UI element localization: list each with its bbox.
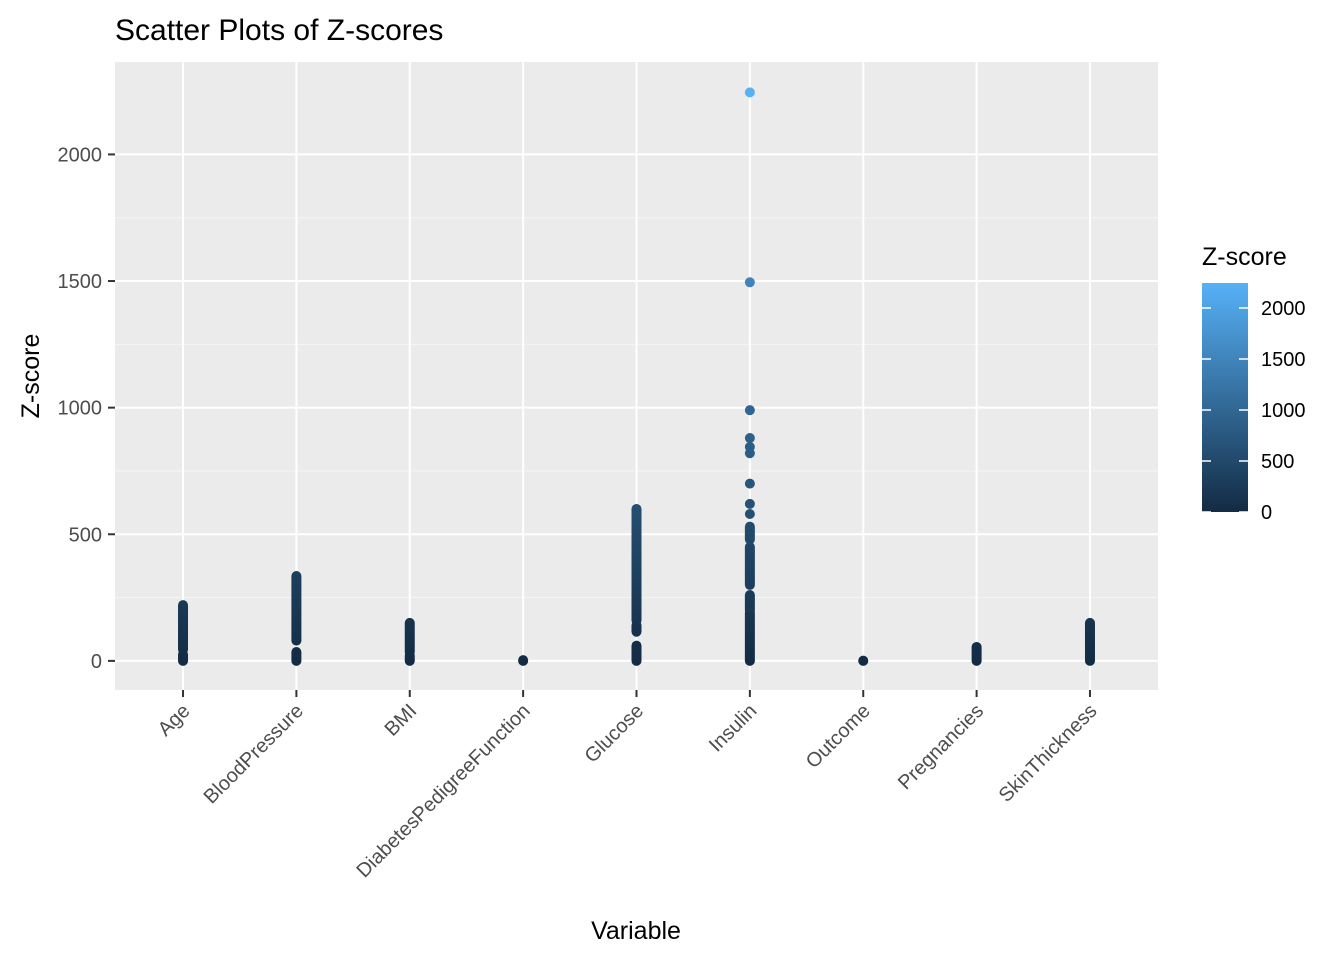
x-tick-label: Glucose xyxy=(581,700,648,767)
point-cluster-bloodpressure xyxy=(291,647,302,666)
y-tick-label: 500 xyxy=(69,524,102,546)
x-tick-label: Pregnancies xyxy=(894,700,988,794)
point-cluster-bmi xyxy=(404,617,415,658)
point-cluster-skinthickness xyxy=(1084,617,1095,666)
x-axis: Age BloodPressure BMIDiabetesPedigreeFunct… xyxy=(154,690,1102,882)
x-tick-label: Outcome xyxy=(802,700,875,773)
point-cluster-bloodpressure xyxy=(291,571,302,646)
legend-tick-label: 1500 xyxy=(1261,349,1306,371)
legend-title: Z-score xyxy=(1202,243,1287,271)
data-point-insulin xyxy=(744,509,755,520)
point-cluster-age xyxy=(178,600,189,655)
legend-tick-label: 500 xyxy=(1261,451,1294,473)
data-points xyxy=(178,87,1095,666)
y-tick-label: 2000 xyxy=(58,144,103,166)
data-point-insulin xyxy=(744,498,755,509)
point-cluster-glucose xyxy=(631,640,642,666)
legend-ticks: 0 500 1000 1500 2000 xyxy=(1202,298,1306,524)
data-point-insulin xyxy=(744,87,755,98)
point-cluster-diabetespedigreefunction xyxy=(518,655,529,666)
point-cluster-insulin xyxy=(744,607,755,666)
point-cluster-insulin xyxy=(744,541,755,590)
y-tick-label: 1500 xyxy=(58,271,103,293)
legend-tick-label: 1000 xyxy=(1261,400,1306,422)
point-cluster-insulin xyxy=(744,590,755,616)
data-point-insulin xyxy=(744,478,755,489)
y-axis: 0 500 1000 1500 2000 xyxy=(58,144,115,673)
x-tick-label: DiabetesPedigreeFunction xyxy=(352,700,534,882)
x-tick-label: Age xyxy=(154,700,195,741)
point-cluster-pregnancies xyxy=(971,641,982,666)
x-tick-label: Insulin xyxy=(705,700,761,756)
data-point-insulin xyxy=(744,277,755,288)
legend-tick-label: 0 xyxy=(1261,502,1272,524)
legend-colorbar xyxy=(1202,283,1248,512)
y-axis-label: Z-score xyxy=(17,334,45,419)
legend-tick-label: 2000 xyxy=(1261,298,1306,320)
x-tick-label: BMI xyxy=(381,700,422,741)
y-tick-label: 0 xyxy=(91,651,102,673)
point-cluster-outcome xyxy=(858,655,869,666)
x-tick-label: BloodPressure xyxy=(200,700,308,808)
x-axis-label: Variable xyxy=(591,917,681,945)
data-point-insulin xyxy=(744,433,755,444)
point-cluster-insulin xyxy=(744,521,755,545)
data-point-insulin xyxy=(744,405,755,416)
point-cluster-glucose xyxy=(631,503,642,626)
data-point-insulin xyxy=(744,441,755,452)
x-tick-label: SkinThickness xyxy=(995,700,1102,807)
color-legend: Z-score 0 500 1000 1500 2000 xyxy=(1202,243,1306,524)
chart-title: Scatter Plots of Z-scores xyxy=(115,14,443,47)
y-tick-label: 1000 xyxy=(58,398,103,420)
